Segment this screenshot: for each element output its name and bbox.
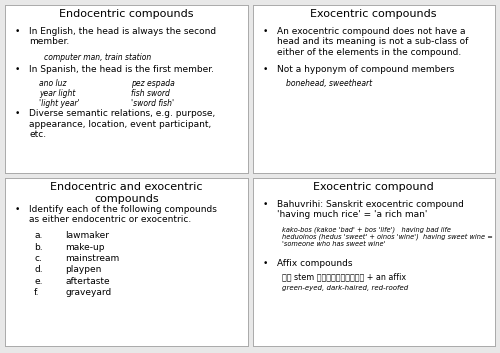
Text: computer man, train station: computer man, train station — [44, 53, 151, 62]
Text: graveyard: graveyard — [66, 288, 112, 297]
Text: มี stem มากกว่านี้ + an affix: มี stem มากกว่านี้ + an affix — [282, 273, 406, 282]
Text: Diverse semantic relations, e.g. purpose,
appearance, location, event participan: Diverse semantic relations, e.g. purpose… — [29, 109, 216, 139]
Text: c.: c. — [34, 254, 42, 263]
Text: fish sword: fish sword — [131, 89, 170, 98]
Text: •: • — [262, 259, 268, 268]
Text: ano luz: ano luz — [39, 79, 66, 88]
Text: Endocentric compounds: Endocentric compounds — [59, 10, 194, 19]
Text: •: • — [14, 109, 20, 118]
Text: •: • — [14, 65, 20, 74]
Text: year light: year light — [39, 89, 76, 98]
Text: 'light year': 'light year' — [39, 99, 80, 108]
Text: a.: a. — [34, 231, 42, 240]
Text: pez espada: pez espada — [131, 79, 175, 88]
Text: Endocentric and exocentric
compounds: Endocentric and exocentric compounds — [50, 183, 203, 204]
Text: •: • — [262, 27, 268, 36]
Text: In English, the head is always the second
member.: In English, the head is always the secon… — [29, 27, 216, 47]
Text: •: • — [262, 65, 268, 74]
Text: In Spanish, the head is the first member.: In Spanish, the head is the first member… — [29, 65, 214, 74]
Text: green-eyed, dark-haired, red-roofed: green-eyed, dark-haired, red-roofed — [282, 285, 408, 291]
Text: Affix compounds: Affix compounds — [277, 259, 352, 268]
Text: bonehead, sweetheart: bonehead, sweetheart — [286, 79, 372, 88]
Text: Identify each of the following compounds
as either endocentric or exocentric.: Identify each of the following compounds… — [29, 205, 217, 225]
Text: e.: e. — [34, 277, 42, 286]
Text: make-up: make-up — [66, 243, 105, 252]
Text: •: • — [262, 200, 268, 209]
Text: f.: f. — [34, 288, 40, 297]
Text: aftertaste: aftertaste — [66, 277, 110, 286]
Text: kako-bos (kakoe 'bad' + bos 'life')   having bad life
heduoinos (hedus 'sweet' +: kako-bos (kakoe 'bad' + bos 'life') havi… — [282, 226, 492, 247]
Text: Bahuvrihi: Sanskrit exocentric compound
'having much rice' = 'a rich man': Bahuvrihi: Sanskrit exocentric compound … — [277, 200, 464, 220]
Text: •: • — [14, 205, 20, 214]
Text: b.: b. — [34, 243, 42, 252]
Text: Not a hyponym of compound members: Not a hyponym of compound members — [277, 65, 454, 74]
Text: mainstream: mainstream — [66, 254, 120, 263]
Text: d.: d. — [34, 265, 42, 274]
Text: playpen: playpen — [66, 265, 102, 274]
Text: •: • — [14, 27, 20, 36]
Text: Exocentric compound: Exocentric compound — [314, 183, 434, 192]
Text: Exocentric compounds: Exocentric compounds — [310, 10, 437, 19]
Text: An exocentric compound does not have a
head and its meaning is not a sub-class o: An exocentric compound does not have a h… — [277, 27, 468, 57]
Text: 'sword fish': 'sword fish' — [131, 99, 174, 108]
Text: lawmaker: lawmaker — [66, 231, 110, 240]
